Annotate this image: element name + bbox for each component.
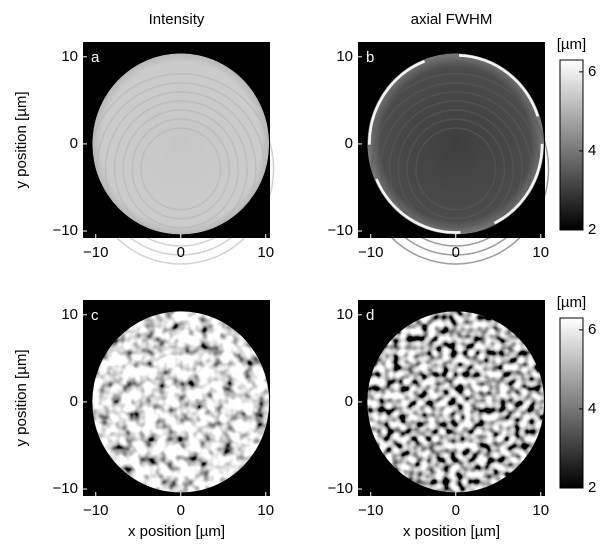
colorbar-tick-label: 6	[588, 63, 596, 80]
x-tick-label: −10	[83, 244, 108, 261]
outside-mask	[358, 42, 545, 238]
panel-label: d	[366, 307, 374, 324]
image-ring	[415, 127, 497, 211]
y-tick-label: 10	[336, 48, 353, 65]
colorbar-tick-label: 4	[588, 400, 596, 417]
image-ring	[131, 118, 231, 220]
x-tick-label: 0	[452, 244, 460, 261]
colorbar-tick-label: 2	[588, 479, 596, 496]
image-edge	[368, 54, 544, 234]
x-tick-label: −10	[83, 502, 108, 519]
image-ring	[104, 91, 257, 247]
x-axis-label: x position [µm]	[128, 523, 225, 540]
y-axis-label: y position [µm]	[13, 91, 30, 188]
y-tick-label: −10	[328, 480, 353, 497]
y-tick-label: 10	[61, 48, 78, 65]
image-disk	[92, 311, 270, 493]
y-tick-label: 0	[70, 135, 78, 152]
x-tick-label: 0	[177, 244, 185, 261]
colorbar-tick-label: 6	[588, 321, 596, 338]
image-ring	[406, 118, 506, 220]
y-tick-label: 10	[61, 306, 78, 323]
image-ring	[140, 127, 222, 211]
x-tick-label: 10	[532, 244, 549, 261]
image-disk	[367, 311, 545, 493]
x-tick-label: 10	[257, 244, 274, 261]
colorbar-tick-label: 4	[588, 142, 596, 159]
y-axis-label: y position [µm]	[13, 349, 30, 446]
y-tick-label: −10	[53, 222, 78, 239]
colorbar-label: [µm]	[557, 36, 586, 53]
y-tick-label: 0	[345, 393, 353, 410]
x-tick-label: 0	[177, 502, 185, 519]
panel-title: axial FWHM	[411, 11, 493, 28]
image-ring	[397, 109, 514, 229]
y-tick-label: 10	[336, 306, 353, 323]
image-ring	[96, 82, 266, 256]
panel-label: b	[366, 49, 374, 66]
x-tick-label: 0	[452, 502, 460, 519]
x-tick-label: 10	[257, 502, 274, 519]
x-tick-label: −10	[358, 244, 383, 261]
image-ring	[122, 109, 239, 229]
y-tick-label: 0	[345, 135, 353, 152]
image-ring	[379, 91, 532, 247]
panel-label: c	[91, 307, 99, 324]
outside-mask	[83, 42, 270, 238]
colorbar-label: [µm]	[557, 294, 586, 311]
x-tick-label: 10	[532, 502, 549, 519]
x-axis-label: x position [µm]	[403, 523, 500, 540]
y-tick-label: −10	[328, 222, 353, 239]
panel-label: a	[91, 49, 100, 66]
colorbar-tick-label: 2	[588, 221, 596, 238]
colorbar	[559, 59, 584, 231]
y-tick-label: 0	[70, 393, 78, 410]
panel-title: Intensity	[149, 11, 205, 28]
x-tick-label: −10	[358, 502, 383, 519]
colorbar	[559, 317, 584, 489]
y-tick-label: −10	[53, 480, 78, 497]
